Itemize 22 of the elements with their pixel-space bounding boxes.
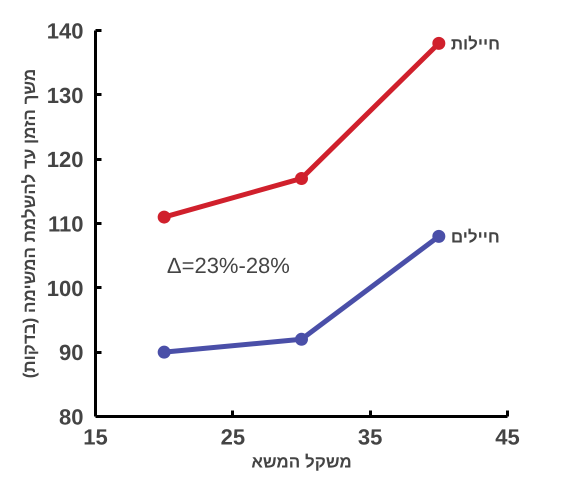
x-tick-label: 15 — [83, 424, 108, 450]
annotation: Δ=23%-28% — [166, 253, 290, 278]
point — [158, 210, 171, 224]
point — [432, 230, 446, 243]
series-label: חיילים — [450, 227, 500, 246]
y-tick-label: 90 — [59, 340, 84, 366]
y-tick-label: 80 — [59, 404, 84, 430]
x-tick-label: 35 — [358, 424, 382, 450]
x-tick-label: 45 — [495, 424, 520, 450]
point — [295, 172, 308, 185]
point — [432, 36, 446, 50]
point — [158, 346, 171, 359]
x-tick-label: 25 — [220, 424, 246, 450]
series-label: חיילות — [450, 34, 500, 54]
y-tick-label: 100 — [46, 276, 84, 301]
y-tick-label: 130 — [46, 82, 84, 108]
y-tick-label: 110 — [48, 212, 84, 236]
y-tick-label: 120 — [46, 147, 84, 172]
y-tick-label: 140 — [46, 18, 84, 44]
x-axis-title: משקל המשא — [251, 452, 352, 472]
point — [295, 332, 308, 346]
y-axis-title: משך הזמן עד להשלמת המשימה (בדקות) — [20, 68, 39, 378]
